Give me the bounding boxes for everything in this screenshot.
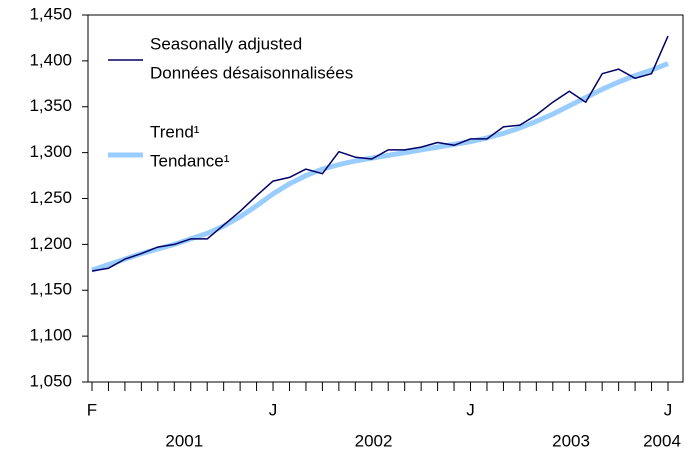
year-label: 2004	[643, 431, 681, 450]
y-tick-label: 1,100	[29, 326, 72, 345]
y-tick-label: 1,450	[29, 4, 72, 23]
year-label: 2003	[552, 431, 590, 450]
y-tick-label: 1,350	[29, 96, 72, 115]
x-tick-label: J	[466, 400, 475, 419]
legend-label: Tendance¹	[150, 151, 230, 170]
x-tick-label: J	[664, 400, 673, 419]
x-tick-label: J	[269, 400, 278, 419]
legend-label: Trend¹	[150, 122, 200, 141]
y-tick-label: 1,400	[29, 50, 72, 69]
legend-label: Seasonally adjusted	[150, 34, 302, 53]
y-tick-label: 1,300	[29, 142, 72, 161]
series-line	[91, 35, 669, 272]
y-tick-label: 1,250	[29, 188, 72, 207]
y-tick-label: 1,050	[29, 371, 72, 390]
legend-label: Données désaisonnalisées	[150, 63, 353, 82]
year-label: 2002	[355, 431, 393, 450]
y-tick-label: 1,150	[29, 280, 72, 299]
y-tick-label: 1,200	[29, 234, 72, 253]
year-label: 2001	[165, 431, 203, 450]
x-tick-label: F	[87, 400, 97, 419]
